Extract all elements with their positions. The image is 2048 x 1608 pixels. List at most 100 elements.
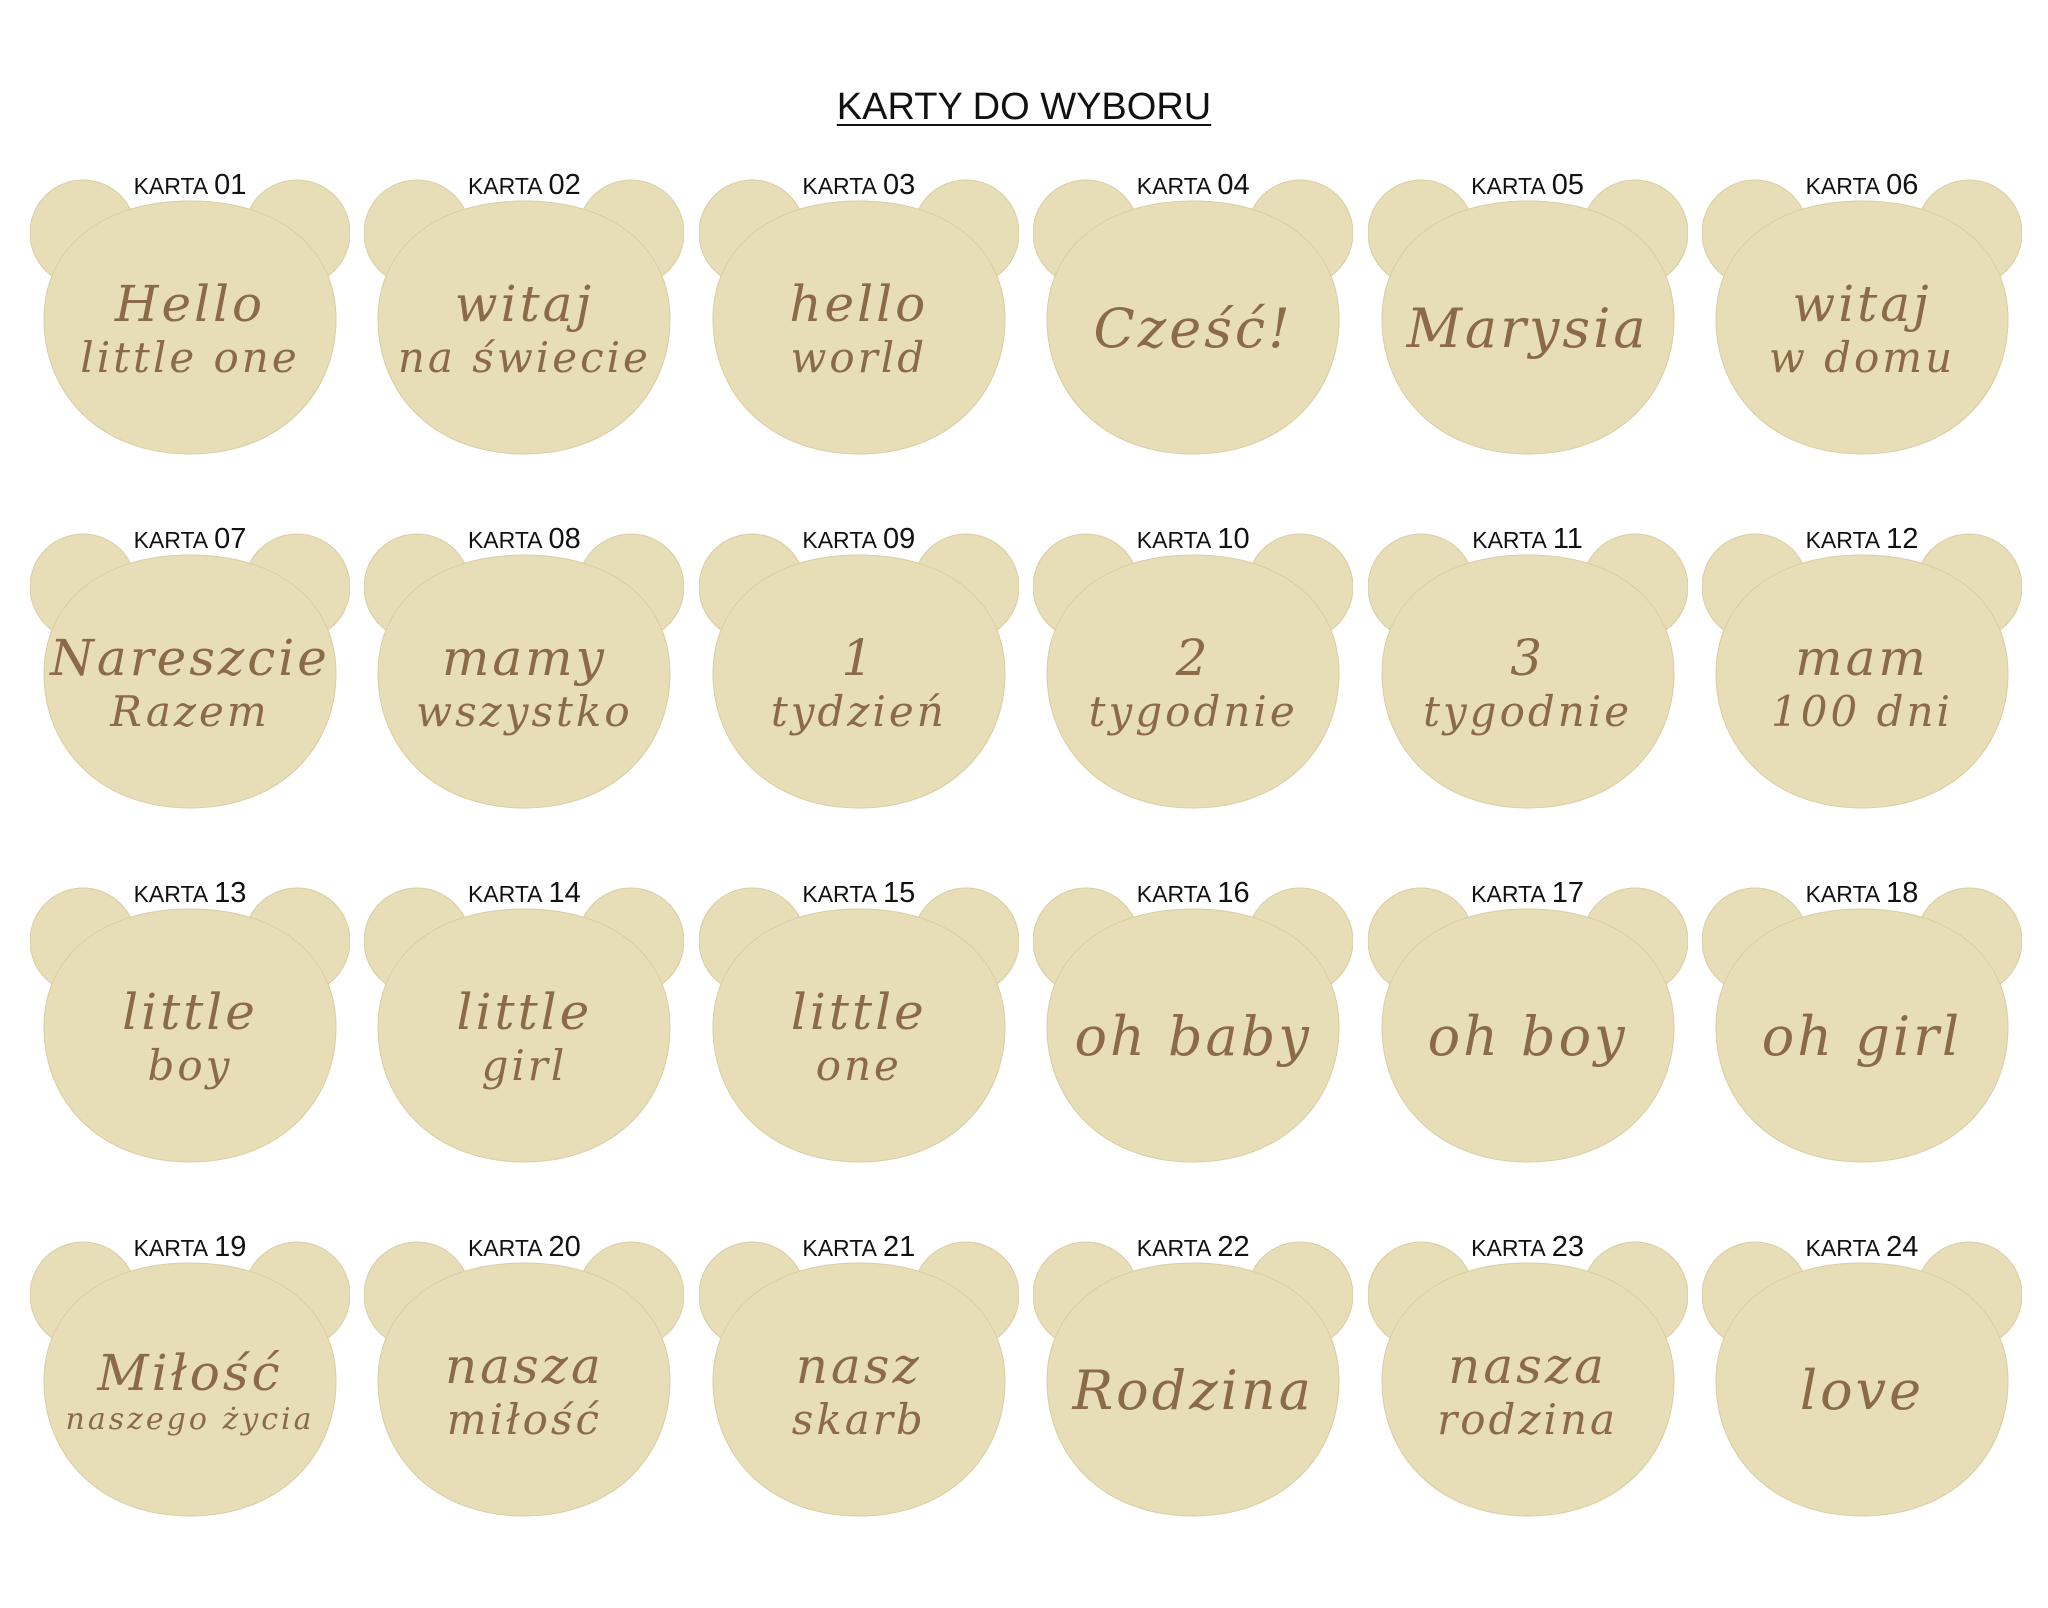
bear-card-09[interactable]: KARTA 09 1 tydzień — [698, 523, 1019, 811]
bear-card-04[interactable]: KARTA 04 Cześć! — [1033, 169, 1354, 457]
card-label-prefix: KARTA — [1136, 881, 1212, 907]
card-label: KARTA 12 — [1702, 523, 2022, 556]
bear-card-20[interactable]: KARTA 20 nasza miłość — [364, 1231, 685, 1519]
bear-card-02[interactable]: KARTA 02 witaj na świecie — [364, 169, 685, 457]
card-inscription: 1 tydzień — [713, 573, 1005, 793]
card-inscription: witaj na świecie — [378, 219, 670, 439]
bear-shape-icon — [698, 887, 1019, 1163]
inscription-line: Nareszcie — [50, 629, 330, 688]
bear-shape-icon — [1367, 533, 1688, 809]
bear-card-01[interactable]: KARTA 01 Hello little one — [30, 169, 350, 457]
card-number: 22 — [1217, 1231, 1250, 1263]
bear-card-23[interactable]: KARTA 23 nasza rodzina — [1367, 1231, 1688, 1519]
bear-shape-icon — [1033, 1241, 1354, 1517]
bear-shape-icon — [30, 1241, 350, 1517]
bear-shape-icon — [1702, 1241, 2022, 1517]
inscription-line: little — [456, 983, 593, 1042]
bear-card-18[interactable]: KARTA 18 oh girl — [1702, 877, 2022, 1165]
bear-card-10[interactable]: KARTA 10 2 tygodnie — [1033, 523, 1354, 811]
bear-card-13[interactable]: KARTA 13 little boy — [30, 877, 350, 1165]
inscription-line: Rodzina — [1072, 1358, 1314, 1422]
inscription-line: w domu — [1768, 332, 1956, 382]
inscription-line: 2 — [1175, 629, 1211, 688]
card-label-prefix: KARTA — [1805, 527, 1881, 553]
bear-card-08[interactable]: KARTA 08 mamy wszystko — [364, 523, 685, 811]
inscription-line: tydzień — [770, 686, 947, 736]
bear-shape-icon — [364, 1241, 685, 1517]
title-text: KARTY DO WYBORU — [836, 86, 1212, 128]
bear-card-24[interactable]: KARTA 24 love — [1702, 1231, 2022, 1519]
bear-shape-icon — [30, 887, 350, 1163]
card-label-prefix: KARTA — [1805, 881, 1881, 907]
card-label: KARTA 22 — [1033, 1231, 1353, 1264]
card-inscription: little girl — [378, 927, 670, 1147]
inscription-line: world — [790, 332, 928, 382]
card-label: KARTA 09 — [699, 523, 1019, 556]
card-inscription: little boy — [44, 927, 336, 1147]
card-label: KARTA 01 — [30, 169, 350, 202]
bear-card-05[interactable]: KARTA 05 Marysia — [1367, 169, 1688, 457]
card-number: 17 — [1551, 877, 1584, 909]
bear-card-22[interactable]: KARTA 22 Rodzina — [1033, 1231, 1354, 1519]
card-inscription: oh boy — [1382, 927, 1674, 1147]
bear-shape-icon — [1702, 179, 2022, 455]
bear-shape-icon — [30, 179, 350, 455]
card-label-prefix: KARTA — [1136, 527, 1212, 553]
card-label: KARTA 11 — [1368, 523, 1688, 556]
bear-card-19[interactable]: KARTA 19 Miłość naszego życia — [30, 1231, 350, 1519]
card-label: KARTA 24 — [1702, 1231, 2022, 1264]
card-label: KARTA 21 — [699, 1231, 1019, 1264]
card-number: 06 — [1886, 169, 1919, 201]
card-label-prefix: KARTA — [1472, 527, 1547, 553]
card-label-prefix: KARTA — [1805, 1235, 1881, 1261]
card-number: 03 — [882, 169, 916, 201]
inscription-line: oh girl — [1761, 1004, 1963, 1068]
card-label-prefix: KARTA — [802, 1235, 877, 1261]
bear-shape-icon — [698, 1241, 1019, 1517]
bear-card-07[interactable]: KARTA 07 Nareszcie Razem — [30, 523, 350, 811]
inscription-line: 3 — [1510, 629, 1545, 688]
card-inscription: hello world — [713, 219, 1005, 439]
bear-card-15[interactable]: KARTA 15 little one — [698, 877, 1019, 1165]
card-label-prefix: KARTA — [1136, 1235, 1212, 1261]
bear-shape-icon — [1033, 533, 1354, 809]
bear-card-11[interactable]: KARTA 11 3 tygodnie — [1367, 523, 1688, 811]
card-number: 01 — [214, 169, 247, 201]
bear-card-12[interactable]: KARTA 12 mam 100 dni — [1702, 523, 2022, 811]
card-label-prefix: KARTA — [133, 173, 209, 199]
card-label: KARTA 20 — [364, 1231, 684, 1264]
card-label-prefix: KARTA — [802, 881, 877, 907]
card-label-prefix: KARTA — [133, 1235, 209, 1261]
card-label-prefix: KARTA — [133, 881, 209, 907]
card-label: KARTA 17 — [1368, 877, 1688, 910]
inscription-line: hello — [789, 275, 929, 334]
bear-card-14[interactable]: KARTA 14 little girl — [364, 877, 685, 1165]
card-label: KARTA 04 — [1033, 169, 1353, 202]
inscription-line: witaj — [454, 275, 594, 334]
card-number: 18 — [1886, 877, 1919, 909]
bear-card-21[interactable]: KARTA 21 nasz skarb — [698, 1231, 1019, 1519]
bear-card-16[interactable]: KARTA 16 oh baby — [1033, 877, 1354, 1165]
bear-card-17[interactable]: KARTA 17 oh boy — [1367, 877, 1688, 1165]
inscription-line: Miłość — [97, 1344, 283, 1402]
inscription-line: witaj — [1792, 275, 1932, 334]
inscription-line: one — [815, 1040, 902, 1090]
card-number: 10 — [1217, 523, 1250, 555]
card-label: KARTA 18 — [1702, 877, 2022, 910]
inscription-line: wszystko — [416, 686, 633, 736]
bear-card-03[interactable]: KARTA 03 hello world — [698, 169, 1019, 457]
card-label-prefix: KARTA — [1471, 1235, 1546, 1261]
card-number: 09 — [882, 523, 916, 555]
card-number: 02 — [548, 169, 581, 201]
page-title: KARTY DO WYBORU — [0, 86, 2048, 129]
card-label-prefix: KARTA — [1471, 173, 1546, 199]
bear-card-06[interactable]: KARTA 06 witaj w domu — [1702, 169, 2022, 457]
card-number: 12 — [1886, 523, 1919, 555]
card-inscription: witaj w domu — [1716, 219, 2008, 439]
card-label: KARTA 13 — [30, 877, 350, 910]
card-label-prefix: KARTA — [1136, 173, 1212, 199]
card-label-prefix: KARTA — [1805, 173, 1881, 199]
card-label: KARTA 10 — [1033, 523, 1353, 556]
bear-shape-icon — [1702, 533, 2022, 809]
inscription-line: na świecie — [397, 332, 651, 382]
